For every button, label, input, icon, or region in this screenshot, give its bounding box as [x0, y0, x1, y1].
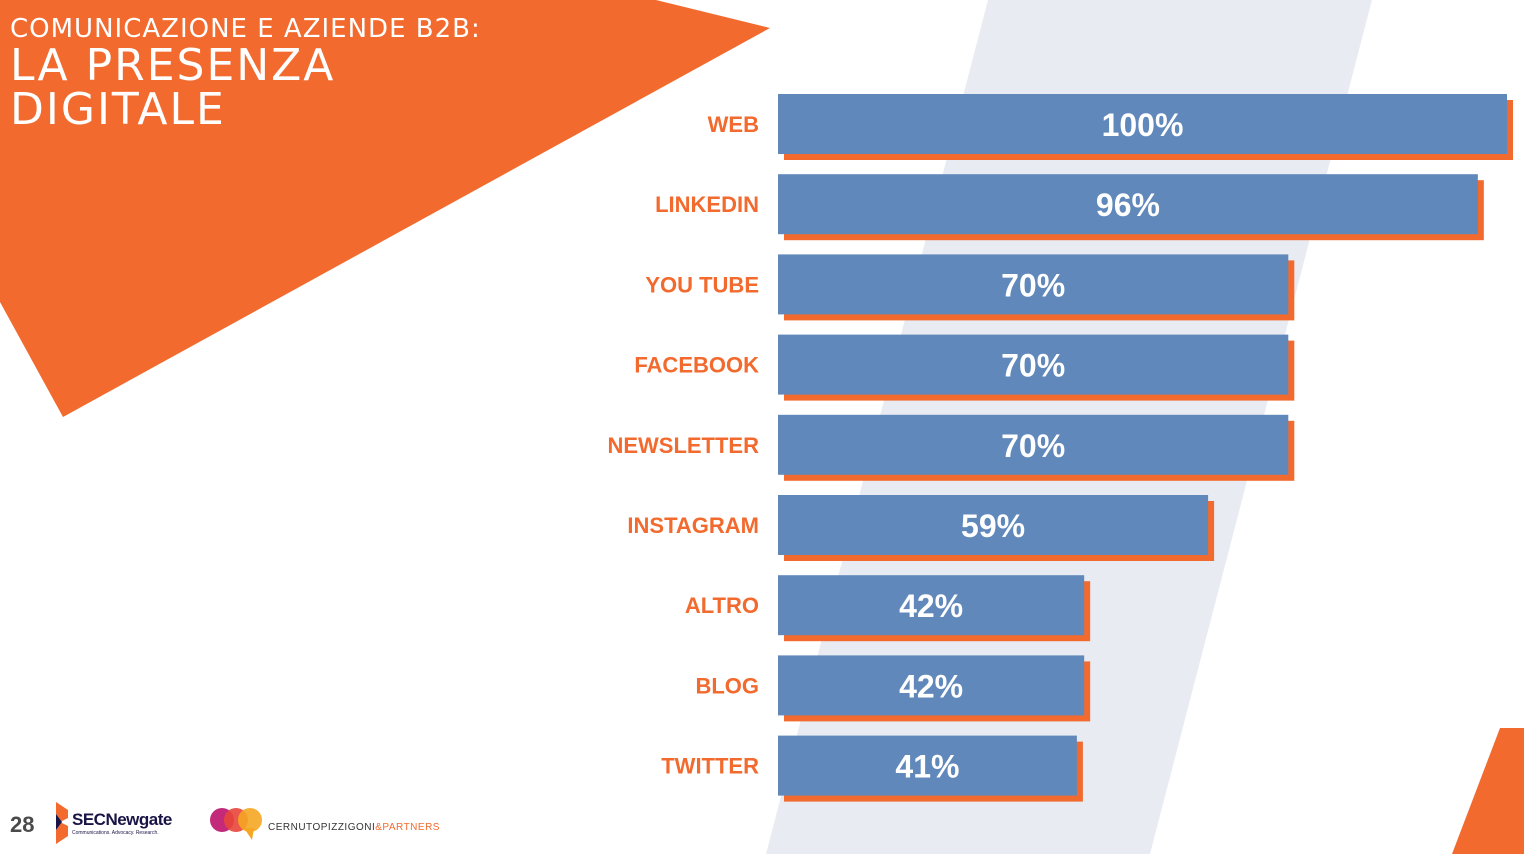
- value-label: 59%: [961, 508, 1025, 544]
- bar-blog: [778, 655, 1085, 716]
- logo-secnewgate-tagline: Communications. Advocacy. Research.: [72, 830, 159, 836]
- category-label: WEB: [708, 112, 759, 137]
- category-label: BLOG: [695, 673, 759, 698]
- bar-linkedin: [778, 174, 1478, 235]
- bar-facebook: [778, 334, 1289, 395]
- value-label: 100%: [1102, 107, 1184, 143]
- category-label: ALTRO: [685, 593, 759, 618]
- category-label: NEWSLETTER: [607, 433, 759, 458]
- bar-you-tube: [778, 254, 1289, 315]
- bar-altro: [778, 575, 1085, 636]
- value-label: 70%: [1001, 428, 1065, 464]
- secnewgate-logo-icon: [56, 802, 68, 844]
- bar-newsletter: [778, 414, 1289, 475]
- slide-title: COMUNICAZIONE E AZIENDE B2B: LA PRESENZA…: [10, 14, 481, 132]
- cernutopizzigoni-logo-icon: [210, 808, 262, 840]
- title-line-3: DIGITALE: [10, 84, 226, 135]
- category-label: TWITTER: [661, 754, 759, 779]
- value-label: 70%: [1001, 348, 1065, 384]
- value-label: 42%: [899, 668, 963, 704]
- page-number: 28: [10, 812, 35, 837]
- value-label: 70%: [1001, 267, 1065, 303]
- logo-secnewgate: SECNewgate: [72, 810, 172, 829]
- value-label: 41%: [895, 749, 959, 785]
- orange-corner: [1452, 728, 1524, 854]
- bar-instagram: [778, 495, 1209, 555]
- category-label: FACEBOOK: [634, 353, 759, 378]
- bar-twitter: [778, 735, 1077, 796]
- category-label: YOU TUBE: [645, 272, 759, 297]
- title-line-2: LA PRESENZA: [10, 40, 336, 91]
- logo2-name-part2: &PARTNERS: [375, 822, 440, 833]
- bar-web: [778, 94, 1507, 154]
- value-label: 42%: [899, 588, 963, 624]
- orange-triangle: [0, 0, 770, 417]
- value-label: 96%: [1096, 187, 1160, 223]
- logo2-name-part1: CERNUTOPIZZIGONI: [268, 822, 376, 833]
- category-label: LINKEDIN: [655, 192, 759, 217]
- logo-cernutopizzigoni: CERNUTOPIZZIGONI&PARTNERS: [268, 822, 440, 833]
- title-line-1: COMUNICAZIONE E AZIENDE B2B:: [10, 14, 481, 44]
- category-label: INSTAGRAM: [627, 513, 759, 538]
